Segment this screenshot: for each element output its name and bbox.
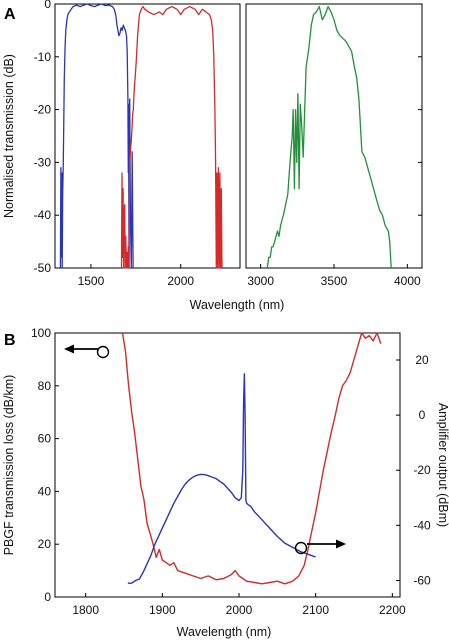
panel-a-y-ticks: 0 -10 -20 -30 -40 -50 [34, 0, 422, 275]
panel-b-y-tick-label: 60 [38, 432, 52, 446]
panel-b-y-ticks: 0 20 40 60 80 100 [31, 326, 59, 604]
panel-b-y2-axis-label: Amplifier output (dBm) [436, 403, 449, 527]
panel-a-y-tick-label: -20 [34, 103, 52, 117]
panel-a-x-tick-label: 2000 [167, 274, 194, 288]
panel-a-series-green-line [266, 5, 392, 269]
panel-a-left-frame [54, 3, 241, 269]
panel-a-y-tick-label: -30 [34, 155, 52, 169]
panel-b-x-ticks: 1800 1900 2000 2100 2200 [72, 593, 406, 617]
panel-a-y-tick-label: -50 [34, 261, 52, 275]
panel-b: 0 20 40 60 80 100 20 0 -20 -40 -60 1800 1900 2000 21… [2, 326, 449, 639]
panel-b-y-tick-label: 0 [44, 590, 51, 604]
panel-a-x-tick-label: 1500 [78, 274, 105, 288]
panel-b-x-tick-label: 2100 [302, 603, 329, 617]
panel-b-y2-tick-label: -40 [413, 518, 431, 532]
panel-b-y2-tick-label: 20 [415, 353, 429, 367]
panel-a-x-ticks: 1500 2000 3000 3500 4000 [78, 264, 421, 288]
panel-b-letter: B [4, 332, 16, 349]
panel-a-y-tick-label: -10 [34, 50, 52, 64]
panel-b-series-red-loss-line [121, 332, 382, 585]
panel-a-x-tick-label: 3500 [321, 274, 348, 288]
panel-a-series-blue-line [59, 3, 134, 269]
panel-b-series [121, 332, 382, 585]
panel-b-x-axis-label: Wavelength (nm) [177, 625, 272, 639]
right-axis-indicator-arrow [294, 539, 346, 555]
panel-b-x-tick-label: 2000 [226, 603, 253, 617]
panel-a-x-axis-label: Wavelength (nm) [190, 298, 285, 312]
panel-a-series-red-line [120, 5, 223, 269]
panel-b-y-axis-label: PBGF transmission loss (dB/km) [2, 375, 16, 556]
panel-a-y-axis-label: Normalised transmission (dB) [2, 54, 16, 218]
panel-b-y2-tick-label: -60 [413, 573, 431, 587]
panel-b-y-tick-label: 100 [31, 326, 51, 340]
panel-b-x-tick-label: 1900 [149, 603, 176, 617]
panel-b-y2-tick-label: -20 [413, 463, 431, 477]
panel-b-frame [54, 332, 401, 598]
panel-b-y2-tick-label: 0 [419, 408, 426, 422]
panel-b-x-tick-label: 2200 [379, 603, 406, 617]
panel-a-series [59, 3, 392, 269]
panel-b-y-tick-label: 20 [38, 537, 52, 551]
panel-a: 0 -10 -20 -30 -40 -50 1500 2000 3000 3500 4000 No… [2, 0, 423, 312]
panel-b-x-tick-label: 1800 [72, 603, 99, 617]
panel-b-y-tick-label: 40 [38, 484, 52, 498]
panel-b-y2-ticks: 20 0 -20 -40 -60 [396, 353, 431, 587]
panel-a-y-tick-label: 0 [44, 0, 51, 11]
panel-a-x-tick-label: 4000 [394, 274, 421, 288]
panel-a-y-tick-label: -40 [34, 208, 52, 222]
panel-b-series-blue-amplifier-line [127, 373, 316, 584]
panel-b-y-tick-label: 80 [38, 379, 52, 393]
panel-a-right-frame [245, 3, 423, 269]
panel-a-letter: A [4, 6, 16, 23]
left-axis-indicator-arrow [64, 344, 110, 359]
panel-a-x-tick-label: 3000 [247, 274, 274, 288]
